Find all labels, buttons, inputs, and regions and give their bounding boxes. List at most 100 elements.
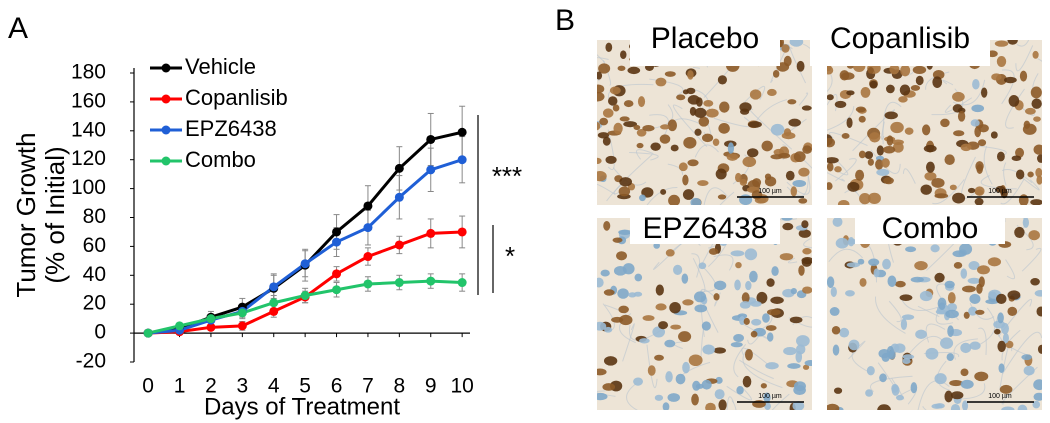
nucleus [963, 311, 970, 319]
nucleus [953, 262, 963, 269]
data-point [426, 276, 436, 286]
nucleus [667, 393, 680, 402]
image-title: Copanlisib [830, 22, 970, 55]
nucleus [798, 198, 808, 204]
nucleus [742, 375, 752, 388]
nucleus [994, 328, 1001, 335]
x-tick-label: 4 [268, 375, 280, 398]
stroma-fiber [1003, 162, 1007, 186]
nucleus [789, 316, 803, 324]
stroma-fiber [787, 257, 798, 264]
nucleus [612, 237, 623, 243]
legend-label: Copanlisib [185, 85, 288, 110]
nucleus [987, 257, 1002, 267]
nucleus [829, 307, 840, 316]
nucleus [783, 128, 792, 137]
nucleus [789, 40, 804, 47]
nucleus [739, 194, 753, 205]
legend-label: EPZ6438 [185, 116, 277, 141]
nucleus [713, 347, 726, 354]
nucleus [616, 251, 628, 261]
stroma-fiber [1002, 331, 1042, 375]
nucleus [832, 344, 840, 356]
micrograph [827, 218, 1042, 410]
data-point [394, 278, 404, 288]
nucleus [746, 148, 759, 158]
nucleus [737, 313, 748, 319]
stroma-fiber [1005, 259, 1016, 280]
nucleus [848, 339, 860, 351]
stroma-fiber [902, 168, 916, 184]
nucleus [673, 264, 683, 276]
data-point [363, 279, 373, 289]
nucleus [1033, 116, 1041, 122]
stroma-fiber [741, 347, 768, 365]
y-tick-label: 40 [83, 263, 106, 286]
nucleus [834, 100, 847, 109]
nucleus [944, 154, 955, 166]
stroma-fiber [977, 307, 996, 346]
nucleus [804, 360, 812, 367]
nucleus [1002, 332, 1009, 344]
stroma-fiber [953, 338, 978, 360]
nucleus [920, 184, 932, 195]
nucleus [968, 306, 978, 316]
nucleus [676, 94, 686, 101]
nucleus [882, 258, 891, 270]
stroma-fiber [597, 183, 616, 195]
panel-label: A [8, 12, 28, 45]
nucleus [975, 309, 985, 315]
nucleus [1028, 230, 1040, 241]
nucleus [827, 162, 834, 172]
nucleus [748, 121, 762, 128]
nucleus [741, 292, 750, 304]
data-point [332, 237, 342, 247]
nucleus [864, 151, 874, 160]
legend-marker [161, 125, 171, 135]
nucleus [967, 277, 981, 284]
x-tick-label: 5 [299, 375, 311, 398]
y-tick-label: -20 [76, 350, 106, 373]
nucleus [636, 128, 647, 137]
nucleus [796, 335, 810, 347]
nucleus [796, 60, 805, 72]
nucleus [827, 157, 839, 164]
nucleus [1037, 154, 1042, 163]
nucleus [788, 118, 801, 127]
image-title: Placebo [651, 22, 759, 55]
nucleus [949, 379, 963, 387]
nucleus [889, 64, 900, 75]
nucleus [910, 84, 921, 91]
data-point [332, 227, 342, 237]
nucleus [687, 70, 694, 80]
y-tick-label: 80 [83, 205, 106, 228]
stroma-fiber [870, 375, 913, 393]
nucleus [831, 325, 841, 335]
nucleus [830, 286, 837, 298]
nucleus [756, 291, 768, 304]
nucleus [762, 313, 770, 323]
nucleus [834, 166, 842, 173]
nucleus [612, 104, 620, 112]
nucleus [718, 399, 727, 410]
stroma-fiber [983, 145, 993, 185]
nucleus [730, 342, 743, 348]
nucleus [931, 403, 943, 409]
y-tick-label: 140 [71, 118, 106, 141]
nucleus [841, 133, 850, 139]
nucleus [781, 218, 793, 221]
nucleus [1021, 354, 1033, 361]
nucleus [749, 270, 758, 283]
nucleus [924, 171, 937, 181]
y-tick-label: 20 [83, 292, 106, 315]
stroma-fiber [848, 340, 866, 360]
stroma-fiber [1015, 45, 1034, 72]
stroma-fiber [789, 47, 807, 84]
x-tick-label: 2 [205, 375, 217, 398]
stroma-fiber [932, 179, 965, 205]
nucleus [619, 177, 633, 187]
nucleus [633, 377, 643, 386]
nucleus [865, 389, 873, 397]
nucleus [952, 250, 966, 258]
